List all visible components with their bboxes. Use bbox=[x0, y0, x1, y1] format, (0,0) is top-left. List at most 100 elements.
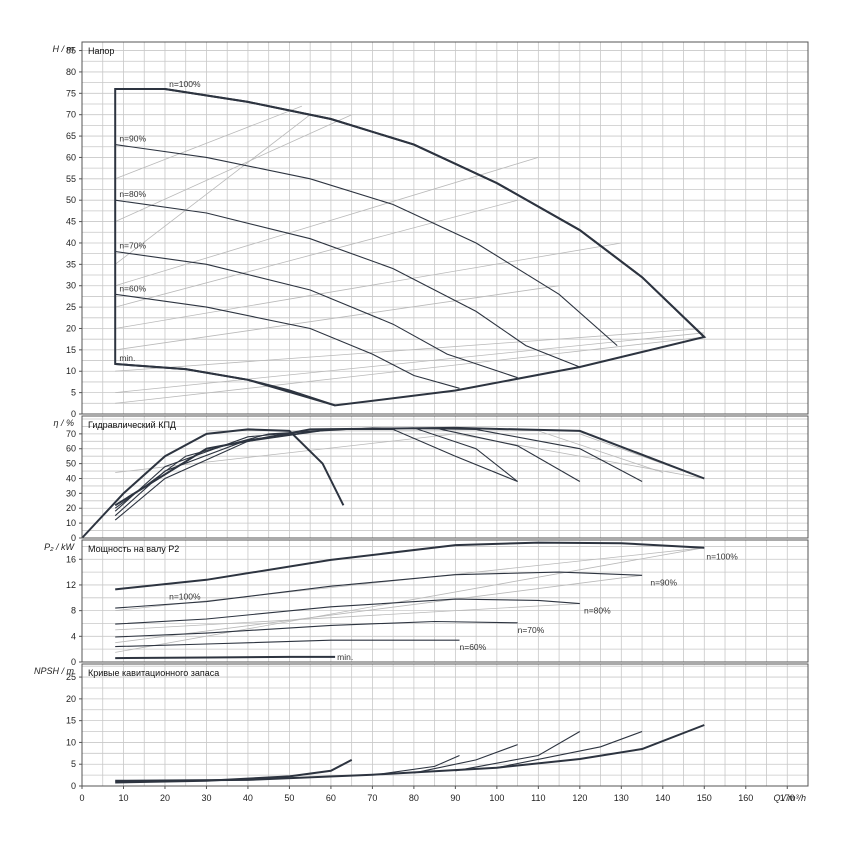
iso-lines-layer bbox=[114, 105, 705, 653]
y-tick-label: 60 bbox=[66, 152, 76, 162]
x-tick-label: 90 bbox=[450, 793, 460, 803]
panel-frame bbox=[81, 415, 809, 539]
curve-label-n70: n=70% bbox=[518, 625, 545, 635]
x-tick-label: 30 bbox=[201, 793, 211, 803]
y-tick-label: 15 bbox=[66, 345, 76, 355]
curve-n70 bbox=[413, 744, 518, 774]
panel-title: Напор bbox=[88, 46, 114, 56]
iso-efficiency-line bbox=[115, 336, 705, 404]
y-tick-label: 8 bbox=[71, 606, 76, 616]
x-tick-label: 150 bbox=[697, 793, 712, 803]
x-tick-label: 70 bbox=[367, 793, 377, 803]
y-tick-label: 50 bbox=[66, 459, 76, 469]
curve-min bbox=[115, 363, 336, 407]
curve-n80 bbox=[115, 598, 580, 625]
panel-title: Кривые кавитационного запаса bbox=[88, 668, 219, 678]
curve-label: n=90% bbox=[119, 134, 146, 144]
y-tick-label: 0 bbox=[71, 409, 76, 419]
x-tick-label: 160 bbox=[738, 793, 753, 803]
y-tick-label: 25 bbox=[66, 302, 76, 312]
y-tick-label: 50 bbox=[66, 195, 76, 205]
panel-frames bbox=[79, 41, 809, 789]
iso-efficiency-line bbox=[115, 114, 352, 222]
curve-label-n60: n=60% bbox=[460, 642, 487, 652]
curve-n70 bbox=[115, 250, 518, 379]
curve-n60 bbox=[115, 293, 460, 389]
y-tick-label: 45 bbox=[66, 217, 76, 227]
iso-efficiency-line bbox=[115, 547, 705, 653]
x-tick-label: 140 bbox=[655, 793, 670, 803]
text-layer: n=100% n=90% n=80% n=70% n=60% min. 0 5 10 15 20 25… bbox=[34, 44, 806, 803]
curve-label-min: min. bbox=[337, 652, 353, 662]
y-tick-label: 4 bbox=[71, 631, 76, 641]
y-tick-label: 55 bbox=[66, 174, 76, 184]
panel-frame bbox=[81, 663, 809, 787]
curve-n100 bbox=[115, 88, 705, 338]
curve-n100 bbox=[115, 541, 705, 591]
y-tick-label: 25 bbox=[66, 672, 76, 682]
y-axis-label: P₂ / kW bbox=[44, 542, 75, 552]
x-tick-label: 100 bbox=[489, 793, 504, 803]
y-tick-label: 40 bbox=[66, 473, 76, 483]
y-tick-label: 10 bbox=[66, 366, 76, 376]
iso-efficiency-line bbox=[114, 114, 311, 265]
y-tick-label: 30 bbox=[66, 281, 76, 291]
curve-label-n100: n=100% bbox=[706, 552, 738, 562]
x-tick-label: 20 bbox=[160, 793, 170, 803]
curve-label: n=100% bbox=[169, 79, 201, 89]
x-tick-label: 110 bbox=[531, 793, 545, 803]
curve-n100 bbox=[81, 428, 345, 539]
curves-layer bbox=[81, 88, 707, 784]
curve-label: n=60% bbox=[119, 283, 146, 293]
curve-n100 bbox=[115, 724, 705, 782]
y-tick-label: 16 bbox=[66, 554, 76, 564]
panel-title: Мощность на валу P2 bbox=[88, 544, 179, 554]
x-tick-label: 80 bbox=[409, 793, 419, 803]
y-tick-label: 80 bbox=[66, 67, 76, 77]
y-tick-label: 30 bbox=[66, 488, 76, 498]
iso-efficiency-line bbox=[115, 603, 580, 631]
y-tick-label: 70 bbox=[66, 110, 76, 120]
y-tick-label: 75 bbox=[66, 88, 76, 98]
y-tick-label: 5 bbox=[71, 759, 76, 769]
y-tick-label: 10 bbox=[66, 737, 76, 747]
curve-n80 bbox=[455, 731, 581, 772]
y-tick-label: 12 bbox=[66, 580, 76, 590]
y-tick-label: 0 bbox=[71, 781, 76, 791]
x-tick-label: 130 bbox=[614, 793, 629, 803]
x-tick-label: 60 bbox=[326, 793, 336, 803]
curve-min bbox=[114, 426, 705, 507]
x-tick-label: 170 bbox=[780, 793, 795, 803]
y-axis-label: η / % bbox=[53, 418, 74, 428]
y-axis-label: NPSH / m bbox=[34, 666, 75, 676]
y-tick-label: 85 bbox=[66, 46, 76, 56]
curve-min bbox=[115, 759, 353, 784]
x-axis-label: Q / m³/h bbox=[773, 793, 806, 803]
y-tick-label: 60 bbox=[66, 444, 76, 454]
x-tick-label: 0 bbox=[79, 793, 84, 803]
y-tick-label: 70 bbox=[66, 429, 76, 439]
x-tick-label: 10 bbox=[118, 793, 128, 803]
curve-n90 bbox=[115, 144, 618, 347]
curve-n80 bbox=[115, 199, 581, 368]
iso-efficiency-line bbox=[115, 242, 622, 329]
panel-frame bbox=[81, 539, 809, 663]
curve-n70 bbox=[115, 620, 518, 638]
curve-n60 bbox=[372, 754, 460, 776]
y-tick-label: 15 bbox=[66, 716, 76, 726]
x-tick-label: 40 bbox=[243, 793, 253, 803]
panel-title: Гидравлический КПД bbox=[88, 420, 176, 430]
iso-efficiency-line bbox=[115, 157, 539, 287]
iso-efficiency-line bbox=[115, 332, 705, 393]
panel-frame bbox=[81, 41, 809, 415]
x-tick-label: 50 bbox=[284, 793, 294, 803]
y-tick-label: 5 bbox=[71, 388, 76, 398]
y-tick-label: 40 bbox=[66, 238, 76, 248]
y-tick-label: 20 bbox=[66, 503, 76, 513]
curve-n90 bbox=[496, 730, 643, 769]
y-tick-label: 35 bbox=[66, 259, 76, 269]
y-axis-label: H / m bbox=[53, 44, 75, 54]
curve-n60 bbox=[115, 639, 460, 648]
y-tick-label: 65 bbox=[66, 131, 76, 141]
